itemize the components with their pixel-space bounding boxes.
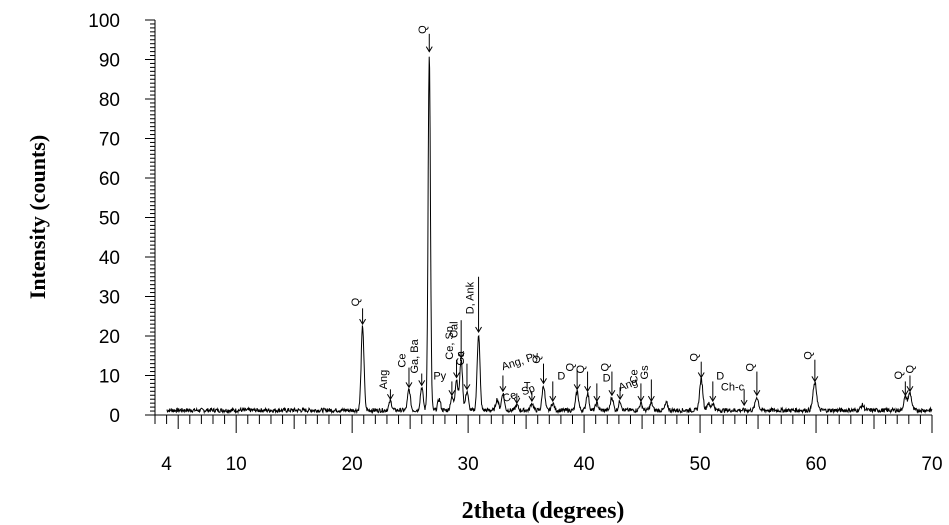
peak-label: Q: [904, 365, 916, 374]
peak-label: Gs: [639, 365, 651, 380]
x-tick-label: 20: [342, 454, 363, 475]
arrow-head: [540, 378, 547, 385]
peak-label: Q: [689, 353, 701, 362]
x-axis-title: 2theta (degrees): [462, 498, 625, 524]
peak-label: Q: [802, 351, 814, 360]
arrow-head: [709, 395, 717, 403]
arrow-head: [573, 384, 581, 391]
x-tick-label: 4: [161, 454, 172, 475]
y-tick-label: 20: [99, 327, 120, 348]
arrow-head: [386, 393, 394, 401]
x-tick-label: 30: [458, 454, 479, 475]
y-tick-label: 70: [99, 130, 120, 151]
peak-label: Ce: [628, 369, 640, 383]
arrow-head: [647, 395, 655, 403]
peak-label: Q: [599, 363, 611, 372]
arrow-head: [593, 395, 601, 403]
peak-label: Q: [575, 365, 587, 374]
peak-label: Ce, Sp: [444, 326, 456, 360]
x-tick-label: 10: [226, 454, 247, 475]
y-tick-label: 50: [99, 209, 120, 230]
peak-label: Q: [565, 363, 577, 372]
y-tick-label: 0: [109, 406, 120, 427]
arrow-head: [608, 389, 616, 397]
y-tick-label: 60: [99, 169, 120, 190]
peak-label: Ch-c: [721, 382, 745, 394]
peak-label: Ce: [396, 354, 408, 368]
peak-label: Cal: [449, 321, 461, 338]
arrow-head: [637, 395, 645, 403]
y-tick-label: 30: [99, 288, 120, 309]
peak-label: Py: [433, 370, 446, 382]
axes: [154, 20, 932, 416]
arrow-head: [584, 386, 591, 393]
peak-label: T: [524, 380, 531, 392]
arrow-head: [499, 386, 507, 393]
arrow-head: [463, 384, 471, 391]
arrow-head: [453, 372, 460, 379]
y-axis: 0 10 20 30 40 50 60 70 80 90 100: [88, 11, 155, 427]
arrow-head: [753, 389, 761, 397]
arrow-head: [616, 393, 624, 401]
peak-label: Q: [350, 297, 362, 306]
y-axis-title: Intensity (counts): [25, 135, 50, 299]
arrow-head: [528, 395, 536, 403]
arrow-head: [418, 380, 426, 387]
y-tick-label: 40: [99, 248, 120, 269]
peak-label: D, Ank: [464, 281, 476, 314]
peak-label: Q: [417, 25, 429, 34]
arrow-head: [457, 352, 465, 359]
x-axis: 4 10 20 30 40 50 60 70: [154, 415, 943, 475]
arrow-head: [448, 389, 456, 397]
peak-label: Q: [744, 363, 756, 372]
spectrum-line: [166, 56, 933, 415]
x-tick-label: 60: [805, 454, 826, 475]
x-tick-label: 40: [574, 454, 595, 475]
peak-label: D: [716, 370, 724, 382]
y-tick-label: 90: [99, 51, 120, 72]
arrow-head: [697, 372, 705, 379]
arrow-head: [475, 326, 482, 334]
arrow-head: [549, 395, 557, 403]
peak-label: Ang: [378, 370, 390, 390]
peak-label: Ga, Ba: [409, 338, 421, 373]
x-tick-label: 70: [921, 454, 942, 475]
arrow-head: [359, 318, 367, 326]
peak-label: Q: [893, 370, 905, 379]
arrow-head: [425, 46, 433, 53]
arrow-head: [906, 386, 914, 393]
x-tick-label: 50: [689, 454, 710, 475]
peak-label: Ce, Sp: [501, 382, 537, 405]
y-tick-label: 10: [99, 367, 120, 388]
y-tick-label: 80: [99, 90, 120, 111]
peak-label: Q: [531, 355, 543, 364]
arrow-head: [513, 397, 521, 405]
arrow-head: [405, 382, 413, 389]
peak-label: D: [603, 372, 611, 384]
arrow-head: [901, 389, 909, 397]
arrow-head: [811, 376, 819, 383]
arrow-head: [740, 399, 748, 407]
y-tick-label: 100: [88, 11, 120, 32]
peak-label: D: [557, 370, 565, 382]
peak-label: Ga: [455, 350, 467, 366]
